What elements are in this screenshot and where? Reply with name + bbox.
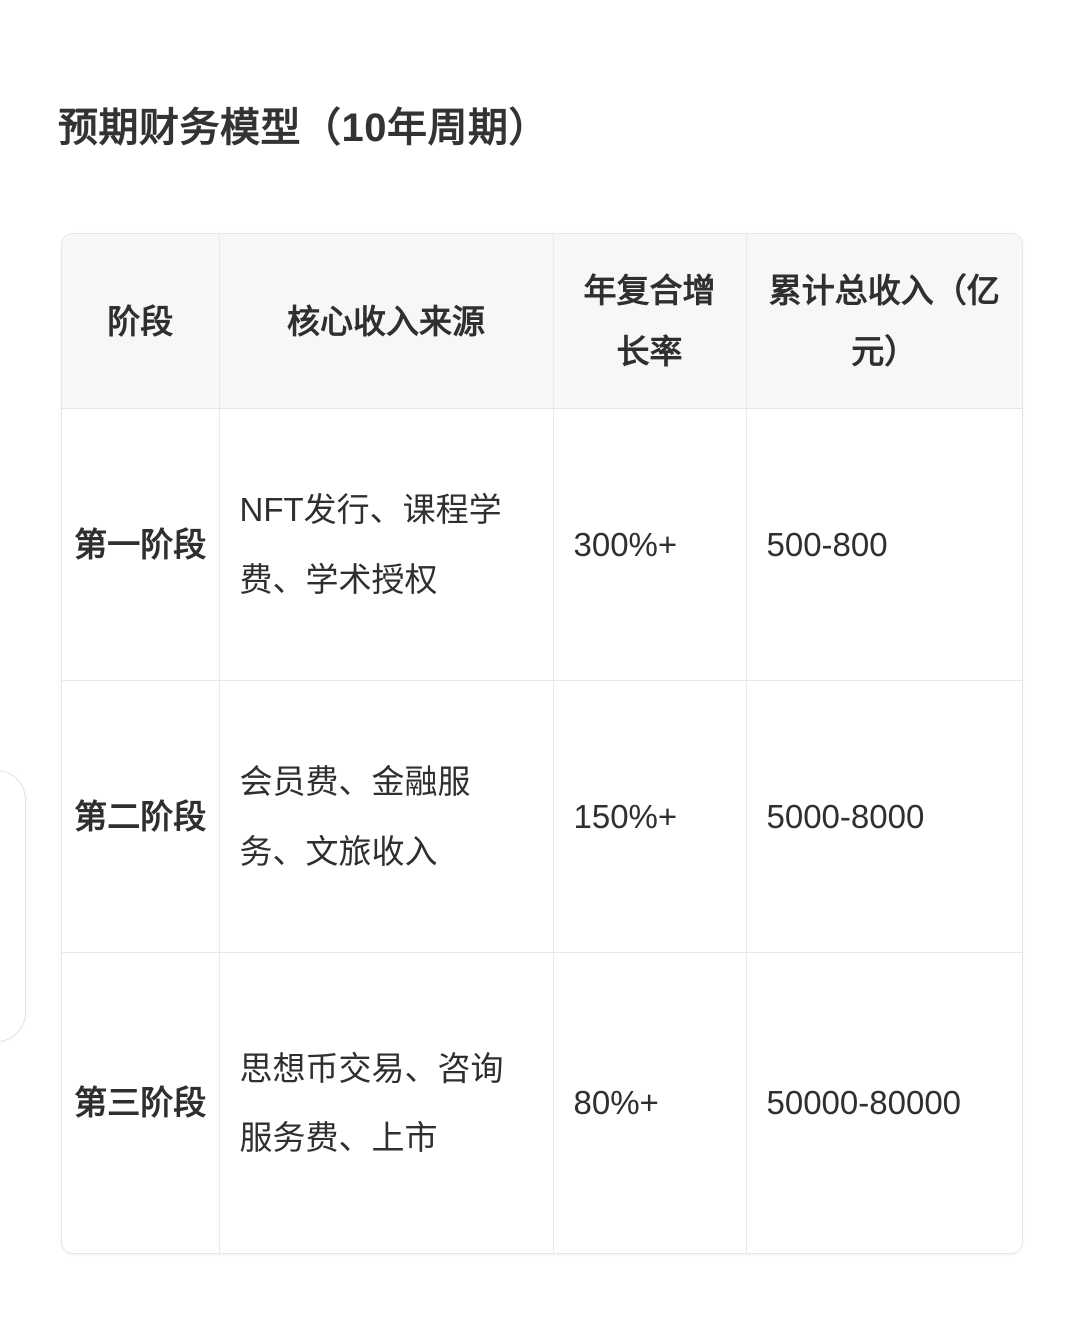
table-body: 第一阶段 NFT发行、课程学费、学术授权 300%+ 500-800 第二阶段 … — [62, 408, 1022, 1253]
financial-model-table: 阶段 核心收入来源 年复合增长率 累计总收入（亿元） 第一阶段 NFT发行、课程… — [62, 234, 1022, 1253]
table-row: 第二阶段 会员费、金融服务、文旅收入 150%+ 5000-8000 — [62, 680, 1022, 954]
cell-stage: 第一阶段 — [62, 408, 220, 682]
cell-cumulative-revenue: 50000-80000 — [766, 1084, 962, 1122]
column-header-cumulative-revenue: 累计总收入（亿元） — [746, 234, 1022, 410]
page-title: 预期财务模型（10年周期） — [58, 105, 549, 150]
cell-stage: 第三阶段 — [62, 952, 220, 1253]
cell-stage: 第二阶段 — [62, 680, 220, 954]
table-header-row: 阶段 核心收入来源 年复合增长率 累计总收入（亿元） — [62, 234, 1022, 410]
cell-cagr: 80%+ — [553, 952, 747, 1253]
column-header-revenue-source: 核心收入来源 — [219, 234, 554, 410]
finance-table-container: 阶段 核心收入来源 年复合增长率 累计总收入（亿元） 第一阶段 NFT发行、课程… — [61, 233, 1023, 1254]
cell-cumulative-revenue: 500-800 — [746, 408, 1022, 682]
column-header-stage: 阶段 — [62, 234, 220, 410]
cell-cagr: 150%+ — [553, 680, 747, 954]
cell-cagr: 300%+ — [553, 408, 747, 682]
edge-floating-panel[interactable] — [0, 770, 26, 1042]
cell-revenue-source: 会员费、金融服务、文旅收入 — [219, 680, 554, 954]
table-row: 第一阶段 NFT发行、课程学费、学术授权 300%+ 500-800 — [62, 408, 1022, 682]
cell-revenue-source: 思想币交易、咨询服务费、上市 — [219, 952, 554, 1253]
cell-cumulative-revenue: 5000-8000 — [746, 680, 1022, 954]
table-header: 阶段 核心收入来源 年复合增长率 累计总收入（亿元） — [62, 234, 1022, 410]
column-header-cagr: 年复合增长率 — [553, 234, 747, 410]
table-row: 第三阶段 思想币交易、咨询服务费、上市 80%+ 50000-80000 — [62, 952, 1022, 1253]
cell-revenue-source: NFT发行、课程学费、学术授权 — [219, 408, 554, 682]
